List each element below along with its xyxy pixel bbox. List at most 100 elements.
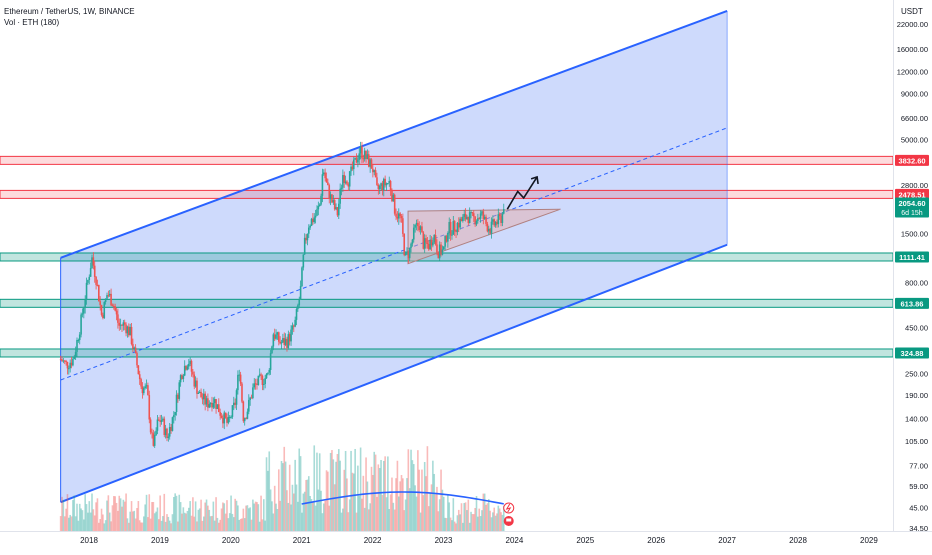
- candle-body: [331, 194, 333, 203]
- candle-body: [113, 305, 115, 307]
- candle-body: [85, 282, 88, 300]
- candle-body: [69, 362, 71, 369]
- price-axis-tick: 9000.00: [901, 90, 928, 99]
- time-axis-tick: 2026: [647, 536, 665, 545]
- time-axis-separator: [0, 531, 932, 532]
- time-axis-tick: 2018: [80, 536, 98, 545]
- candle-body: [167, 436, 170, 439]
- candle-body: [162, 418, 164, 421]
- candle-body: [385, 183, 388, 186]
- volume-bar: [81, 510, 84, 531]
- volume-bar: [198, 508, 201, 531]
- candle-body: [231, 405, 234, 417]
- candle-body: [83, 308, 85, 314]
- candle-body: [121, 324, 123, 326]
- volume-bar: [295, 484, 298, 531]
- price-label-box: [895, 297, 929, 309]
- candle-body: [228, 416, 231, 418]
- volume-bar: [208, 509, 211, 531]
- volume-bar: [167, 516, 170, 531]
- candle-body: [197, 393, 200, 395]
- volume-bar: [336, 453, 339, 531]
- volume-bar: [267, 470, 269, 531]
- candle-body: [76, 339, 78, 352]
- volume-bar: [376, 496, 378, 531]
- candle-body: [348, 171, 351, 187]
- volume-bar: [354, 448, 356, 531]
- candle-body: [245, 418, 247, 420]
- candle-body: [283, 338, 286, 345]
- volume-bar: [385, 497, 388, 531]
- volume-bar: [106, 500, 108, 531]
- volume-bar: [273, 485, 276, 531]
- candle-body: [291, 325, 294, 330]
- price-axis-tick: 140.00: [905, 415, 928, 424]
- volume-bar: [276, 508, 279, 531]
- volume-bar: [59, 516, 62, 531]
- volume-bar: [185, 513, 187, 531]
- candle-body: [445, 236, 448, 242]
- candle-body: [459, 218, 461, 228]
- candle-body: [316, 209, 318, 216]
- volume-bar: [438, 499, 441, 531]
- candle-body: [74, 351, 77, 357]
- candle-body: [388, 180, 391, 184]
- volume-bar: [372, 474, 374, 531]
- volume-ma-line: [301, 491, 504, 505]
- candle-body: [384, 178, 386, 186]
- candle-body: [373, 170, 376, 173]
- candle-body: [497, 214, 500, 225]
- candle-body: [234, 402, 236, 405]
- candle-body: [119, 324, 122, 326]
- price-axis-tick: 190.00: [905, 391, 928, 400]
- volume-bar: [317, 489, 320, 531]
- volume-bar: [351, 472, 354, 531]
- price-axis-tick: 5000.00: [901, 136, 928, 145]
- candle-body: [93, 265, 96, 277]
- volume-bar: [455, 523, 457, 531]
- candle-body: [147, 385, 149, 396]
- candle-body: [399, 213, 401, 217]
- price-axis-unit[interactable]: USDT: [901, 7, 923, 16]
- candle-body: [115, 310, 118, 315]
- volume-bar: [204, 502, 206, 531]
- volume-bar: [355, 512, 358, 531]
- volume-bar: [137, 501, 140, 531]
- volume-bar: [201, 520, 204, 531]
- volume-bar: [468, 522, 471, 531]
- candle-body: [442, 246, 445, 250]
- volume-bar: [456, 515, 459, 531]
- candle-body: [166, 428, 168, 439]
- volume-bar: [218, 522, 220, 531]
- volume-bar: [432, 460, 434, 531]
- volume-bar: [494, 515, 497, 531]
- volume-bar: [133, 510, 136, 531]
- candle-body: [235, 390, 238, 405]
- candle-body: [490, 221, 493, 234]
- candle-body: [414, 224, 416, 228]
- volume-bar: [256, 502, 258, 531]
- volume-bar: [110, 521, 112, 531]
- candle-body: [99, 301, 101, 306]
- flag-glyph: [506, 518, 512, 522]
- volume-bar: [340, 512, 343, 531]
- candle-body: [164, 428, 167, 436]
- volume-bar: [125, 493, 127, 531]
- candle-body: [80, 314, 82, 335]
- candle-body: [402, 218, 404, 234]
- candle-body: [68, 368, 70, 370]
- volume-bar: [143, 516, 145, 531]
- price-label-text: 3832.60: [898, 156, 925, 165]
- candle-body: [312, 218, 314, 223]
- candle-body: [367, 154, 370, 167]
- volume-bar: [301, 512, 303, 531]
- volume-bar: [497, 505, 500, 531]
- candle-body: [134, 347, 137, 354]
- candle-body: [494, 221, 497, 226]
- candle-body: [343, 175, 346, 183]
- volume-bar: [344, 450, 347, 531]
- volume-bar: [367, 509, 370, 531]
- volume-bar: [445, 518, 448, 531]
